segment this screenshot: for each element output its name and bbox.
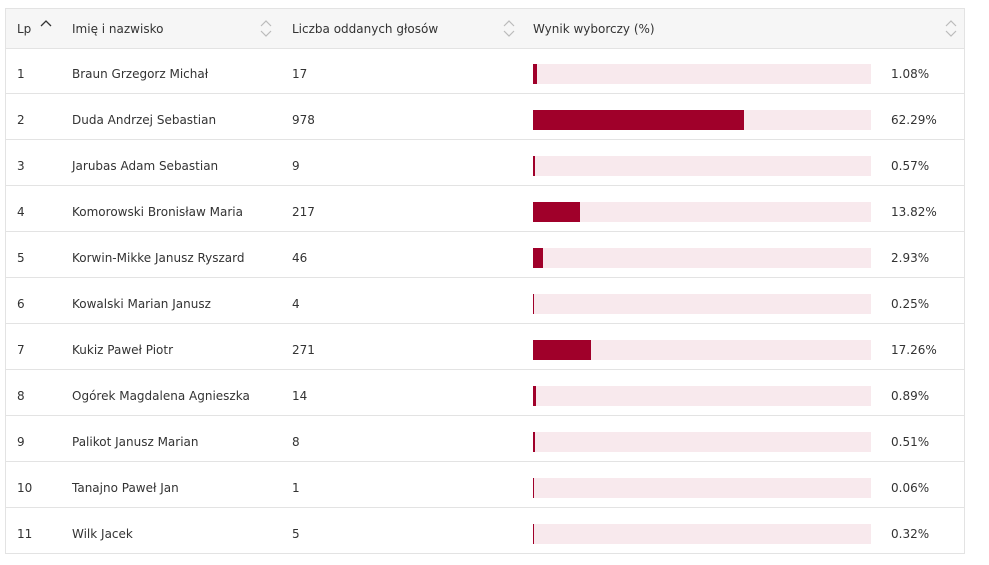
sort-icon[interactable] (503, 19, 515, 39)
bar (533, 248, 543, 268)
result-label: 0.06% (891, 481, 930, 495)
results-table: Lp Imię i nazwisko Liczba oddanych głosó… (5, 8, 965, 554)
candidate-name: Korwin-Mikke Janusz Ryszard (72, 251, 245, 265)
votes: 271 (292, 343, 315, 357)
bar-track (533, 248, 871, 268)
sort-asc-icon[interactable] (40, 18, 52, 28)
bar-track (533, 156, 871, 176)
table-header: Lp Imię i nazwisko Liczba oddanych głosó… (6, 9, 964, 49)
votes: 4 (292, 297, 300, 311)
lp: 3 (17, 159, 25, 173)
bar-track (533, 524, 871, 544)
bar (533, 524, 535, 544)
votes: 17 (292, 67, 308, 81)
candidate-name: Kowalski Marian Janusz (72, 297, 211, 311)
bar-track (533, 340, 871, 360)
bar (533, 432, 535, 452)
table-row: 8 Ogórek Magdalena Agnieszka 14 0.89% (6, 370, 964, 416)
result-label: 0.32% (891, 527, 930, 541)
table-row: 7 Kukiz Paweł Piotr 271 17.26% (6, 324, 964, 370)
header-votes[interactable]: Liczba oddanych głosów (292, 22, 439, 36)
bar-track (533, 294, 871, 314)
lp: 9 (17, 435, 25, 449)
votes: 5 (292, 527, 300, 541)
result-label: 0.25% (891, 297, 930, 311)
bar (533, 64, 537, 84)
table-row: 3 Jarubas Adam Sebastian 9 0.57% (6, 140, 964, 186)
table-row: 11 Wilk Jacek 5 0.32% (6, 508, 964, 554)
result-label: 62.29% (891, 113, 937, 127)
bar-track (533, 478, 871, 498)
lp: 7 (17, 343, 25, 357)
bar (533, 386, 536, 406)
header-name[interactable]: Imię i nazwisko (72, 22, 164, 36)
votes: 46 (292, 251, 308, 265)
table-row: 6 Kowalski Marian Janusz 4 0.25% (6, 278, 964, 324)
bar-track (533, 386, 871, 406)
table-row: 4 Komorowski Bronisław Maria 217 13.82% (6, 186, 964, 232)
sort-icon[interactable] (260, 19, 272, 39)
candidate-name: Wilk Jacek (72, 527, 133, 541)
candidate-name: Ogórek Magdalena Agnieszka (72, 389, 250, 403)
votes: 1 (292, 481, 300, 495)
result-label: 0.51% (891, 435, 930, 449)
bar (533, 340, 592, 360)
table-row: 10 Tanajno Paweł Jan 1 0.06% (6, 462, 964, 508)
lp: 10 (17, 481, 33, 495)
result-label: 1.08% (891, 67, 930, 81)
bar (533, 294, 534, 314)
bar-track (533, 432, 871, 452)
header-lp[interactable]: Lp (17, 22, 32, 36)
header-result[interactable]: Wynik wyborczy (%) (533, 22, 655, 36)
bar-track (533, 110, 871, 130)
table-row: 2 Duda Andrzej Sebastian 978 62.29% (6, 94, 964, 140)
lp: 6 (17, 297, 25, 311)
bar (533, 202, 580, 222)
bar (533, 110, 744, 130)
lp: 5 (17, 251, 25, 265)
result-label: 0.57% (891, 159, 930, 173)
votes: 9 (292, 159, 300, 173)
lp: 1 (17, 67, 25, 81)
votes: 217 (292, 205, 315, 219)
votes: 978 (292, 113, 315, 127)
lp: 2 (17, 113, 25, 127)
candidate-name: Kukiz Paweł Piotr (72, 343, 174, 357)
candidate-name: Palikot Janusz Marian (72, 435, 199, 449)
candidate-name: Braun Grzegorz Michał (72, 67, 209, 81)
result-label: 0.89% (891, 389, 930, 403)
table-row: 5 Korwin-Mikke Janusz Ryszard 46 2.93% (6, 232, 964, 278)
candidate-name: Jarubas Adam Sebastian (72, 159, 219, 173)
votes: 8 (292, 435, 300, 449)
candidate-name: Duda Andrzej Sebastian (72, 113, 217, 127)
table-row: 1 Braun Grzegorz Michał 17 1.08% (6, 48, 964, 94)
votes: 14 (292, 389, 308, 403)
candidate-name: Komorowski Bronisław Maria (72, 205, 243, 219)
table-row: 9 Palikot Janusz Marian 8 0.51% (6, 416, 964, 462)
result-label: 2.93% (891, 251, 930, 265)
result-label: 13.82% (891, 205, 937, 219)
lp: 8 (17, 389, 25, 403)
sort-icon[interactable] (945, 19, 957, 39)
bar-track (533, 202, 871, 222)
bar-track (533, 64, 871, 84)
candidate-name: Tanajno Paweł Jan (72, 481, 179, 495)
lp: 11 (17, 527, 33, 541)
bar (533, 156, 535, 176)
result-label: 17.26% (891, 343, 937, 357)
lp: 4 (17, 205, 25, 219)
